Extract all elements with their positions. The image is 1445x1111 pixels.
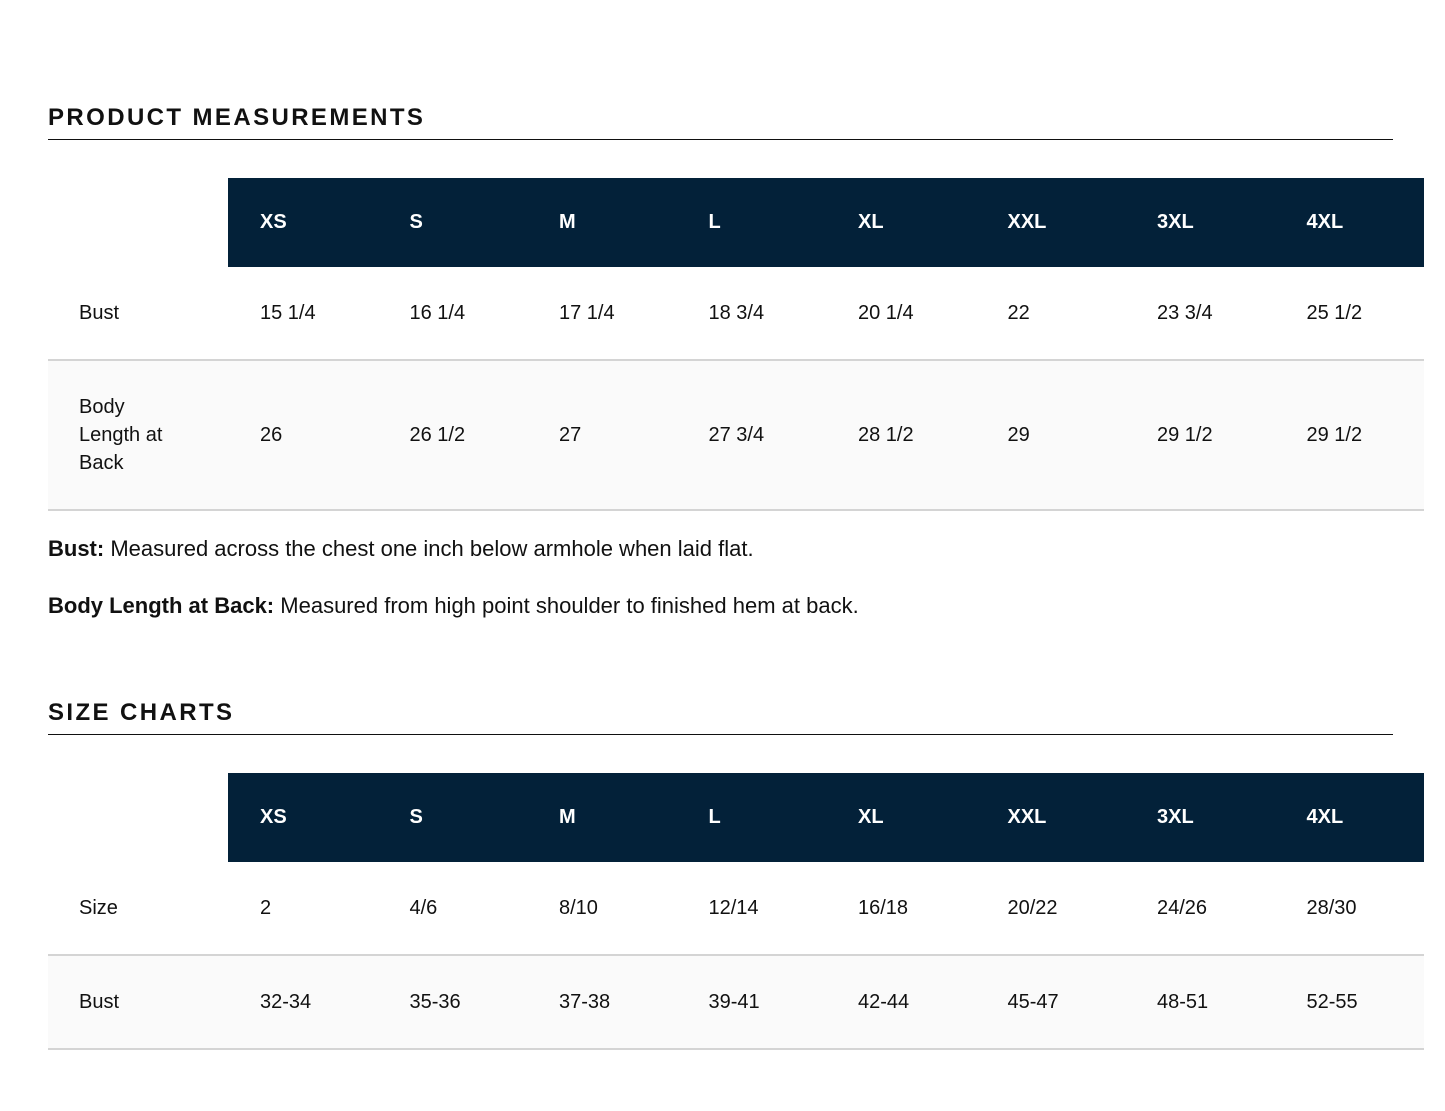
note-term: Body Length at Back: [48,593,275,618]
cell: 52-55 [1274,955,1424,1050]
cell: 20/22 [975,862,1125,956]
cell: 27 [527,360,677,511]
cell: 29 1/2 [1125,360,1275,511]
cell: 20 1/4 [826,267,976,361]
table-row: Bust 32-34 35-36 37-38 39-41 42-44 45-47 48-51 5… [48,955,1424,1050]
cell: 17 1/4 [527,267,677,361]
size-table: XS S M L XL XXL 3XL 4XL Bust 15 1/4 16 1/4 17 1/4 18… [48,178,1424,511]
size-header: XXL [975,773,1125,862]
note-text: Measured from high point shoulder to fin… [280,593,859,618]
table-body: Bust 15 1/4 16 1/4 17 1/4 18 3/4 20 1/4 22 23 3… [48,267,1424,511]
cell: 15 1/4 [228,267,378,361]
cell: 26 1/2 [377,360,527,511]
size-header: 3XL [1125,178,1275,267]
cell: 25 1/2 [1274,267,1424,361]
section: SIZE CHARTS XS S M L XL XXL 3XL 4XL Size 2 4/6 8/10 1… [48,698,1424,1050]
row-label: Size [48,862,228,956]
size-header: S [377,178,527,267]
cell: 39-41 [676,955,826,1050]
size-header: XL [826,178,976,267]
header-row: XS S M L XL XXL 3XL 4XL [48,773,1424,862]
section-title: SIZE CHARTS [48,698,1393,735]
cell: 18 3/4 [676,267,826,361]
row-label: Bust [48,955,228,1050]
size-header: L [676,178,826,267]
cell: 37-38 [527,955,677,1050]
size-header: M [527,178,677,267]
section-title: PRODUCT MEASUREMENTS [48,103,1393,140]
cell: 4/6 [377,862,527,956]
cell: 28 1/2 [826,360,976,511]
cell: 42-44 [826,955,976,1050]
size-header: S [377,773,527,862]
cell: 2 [228,862,378,956]
corner-cell [48,178,228,267]
size-header: L [676,773,826,862]
size-header: XS [228,773,378,862]
size-header: XL [826,773,976,862]
row-label: Bust [48,267,228,361]
note: Body Length at Back: Measured from high … [48,591,1424,621]
cell: 16/18 [826,862,976,956]
table-row: Size 2 4/6 8/10 12/14 16/18 20/22 24/26 28/30 [48,862,1424,956]
cell: 23 3/4 [1125,267,1275,361]
cell: 26 [228,360,378,511]
section: PRODUCT MEASUREMENTS XS S M L XL XXL 3XL 4XL Bust… [48,103,1424,621]
size-table: XS S M L XL XXL 3XL 4XL Size 2 4/6 8/10 12/14 16/18 20… [48,773,1424,1050]
cell: 24/26 [1125,862,1275,956]
size-header: M [527,773,677,862]
table-body: Size 2 4/6 8/10 12/14 16/18 20/22 24/26 28/30 Bus… [48,862,1424,1050]
cell: 28/30 [1274,862,1424,956]
cell: 22 [975,267,1125,361]
size-header: 4XL [1274,773,1424,862]
note: Bust: Measured across the chest one inch… [48,534,1424,564]
cell: 48-51 [1125,955,1275,1050]
corner-cell [48,773,228,862]
size-header: XS [228,178,378,267]
note-text: Measured across the chest one inch below… [110,536,754,561]
cell: 32-34 [228,955,378,1050]
row-label: Body Length at Back [48,360,228,511]
cell: 16 1/4 [377,267,527,361]
table-head: XS S M L XL XXL 3XL 4XL [48,178,1424,267]
size-header: 3XL [1125,773,1275,862]
cell: 45-47 [975,955,1125,1050]
cell: 29 [975,360,1125,511]
table-row: Body Length at Back 26 26 1/2 27 27 3/4 28 1/… [48,360,1424,511]
header-row: XS S M L XL XXL 3XL 4XL [48,178,1424,267]
cell: 29 1/2 [1274,360,1424,511]
cell: 8/10 [527,862,677,956]
cell: 35-36 [377,955,527,1050]
size-header: 4XL [1274,178,1424,267]
size-header: XXL [975,178,1125,267]
table-row: Bust 15 1/4 16 1/4 17 1/4 18 3/4 20 1/4 22 23 3… [48,267,1424,361]
cell: 12/14 [676,862,826,956]
cell: 27 3/4 [676,360,826,511]
note-term: Bust: [48,536,105,561]
table-head: XS S M L XL XXL 3XL 4XL [48,773,1424,862]
